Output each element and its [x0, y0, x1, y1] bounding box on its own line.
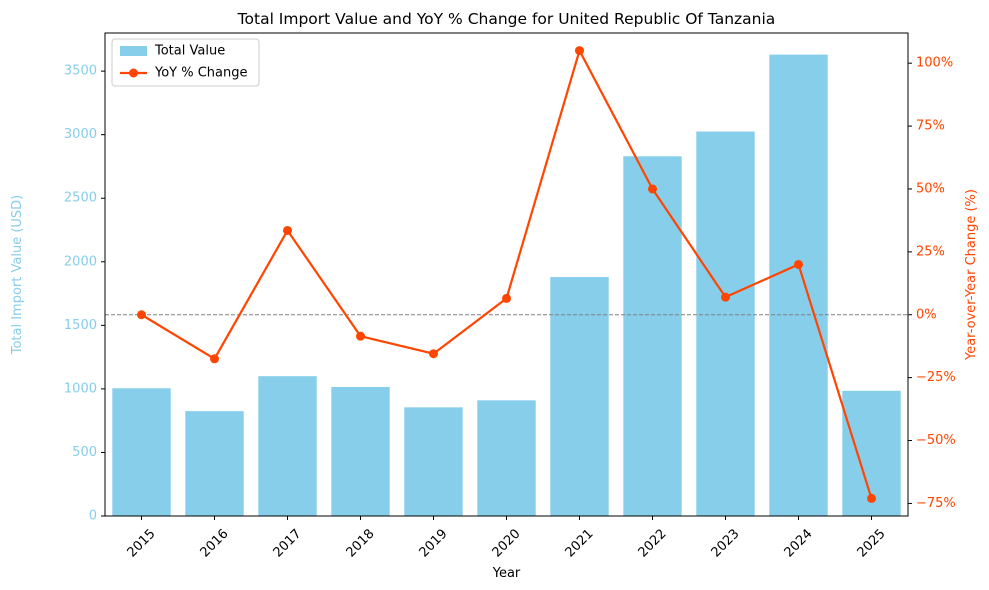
bar-2018 — [331, 386, 390, 516]
yoy-point-2019 — [429, 349, 438, 359]
yoy-point-2015 — [137, 310, 146, 320]
bar-2020 — [477, 400, 536, 516]
y-right-tick-label: −25% — [916, 370, 956, 385]
y-axis-left-label: Total Import Value (USD) — [10, 195, 25, 356]
y-left-tick-label: 0 — [89, 509, 97, 524]
y-axis-right-label: Year-over-Year Change (%) — [964, 189, 979, 361]
y-right-tick-label: 75% — [916, 119, 945, 134]
y-right-tick-label: 25% — [916, 244, 945, 259]
bar-2016 — [185, 411, 244, 516]
legend-swatch-total-value — [120, 46, 147, 56]
x-tick-label: 2020 — [490, 526, 524, 560]
yoy-point-2023 — [721, 292, 730, 302]
y-right-tick-label: 50% — [916, 181, 945, 196]
yoy-line-layer — [137, 46, 876, 503]
yoy-point-2024 — [794, 259, 803, 269]
legend-swatch-marker — [129, 68, 138, 78]
yoy-point-2016 — [210, 354, 219, 364]
yoy-point-2025 — [867, 493, 876, 503]
bar-2017 — [258, 376, 317, 516]
bar-2019 — [404, 407, 463, 516]
bar-2022 — [623, 156, 682, 516]
x-tick-label: 2021 — [563, 526, 597, 560]
yoy-point-2017 — [283, 225, 292, 235]
yoy-point-2018 — [356, 331, 365, 341]
y-right-tick-label: 0% — [916, 307, 937, 322]
y-left-tick-label: 1000 — [64, 381, 97, 396]
y-axis-left: 0 500 1000 1500 2000 2500 3000 3500 — [64, 64, 105, 524]
bar-2023 — [696, 131, 755, 516]
y-axis-right: −75% −50% −25% 0% 25% 50% 75% 100% — [908, 56, 956, 511]
bars-layer — [112, 54, 901, 516]
legend-label-total-value: Total Value — [154, 44, 225, 59]
x-tick-label: 2016 — [198, 526, 232, 560]
legend: Total Value YoY % Change — [111, 38, 260, 87]
y-left-tick-label: 3500 — [64, 64, 97, 79]
y-left-tick-label: 1500 — [64, 318, 97, 333]
x-tick-label: 2015 — [125, 526, 159, 560]
yoy-point-2022 — [648, 184, 657, 194]
bar-2021 — [550, 277, 609, 516]
y-left-tick-label: 3000 — [64, 127, 97, 142]
yoy-point-2020 — [502, 293, 511, 303]
y-right-tick-label: −75% — [916, 496, 956, 511]
y-left-tick-label: 500 — [72, 445, 97, 460]
y-right-tick-label: −50% — [916, 433, 956, 448]
x-tick-label: 2023 — [709, 526, 743, 560]
bar-2024 — [769, 54, 828, 516]
x-tick-label: 2025 — [855, 526, 889, 560]
chart-title: Total Import Value and YoY % Change for … — [237, 10, 776, 28]
x-axis: 2015 2016 2017 2018 2019 2020 2021 2022 2023 2024… — [125, 516, 889, 560]
legend-label-yoy-change: YoY % Change — [154, 66, 248, 81]
yoy-point-2021 — [575, 46, 584, 56]
x-tick-label: 2022 — [636, 526, 670, 560]
bar-2015 — [112, 388, 171, 516]
legend-box — [111, 38, 260, 87]
x-tick-label: 2024 — [782, 526, 816, 560]
x-tick-label: 2018 — [344, 526, 378, 560]
y-left-tick-label: 2000 — [64, 254, 97, 269]
y-left-tick-label: 2500 — [64, 191, 97, 206]
x-tick-label: 2019 — [417, 526, 451, 560]
y-right-tick-label: 100% — [916, 56, 953, 71]
x-axis-label: Year — [492, 566, 521, 581]
x-tick-label: 2017 — [271, 526, 305, 560]
